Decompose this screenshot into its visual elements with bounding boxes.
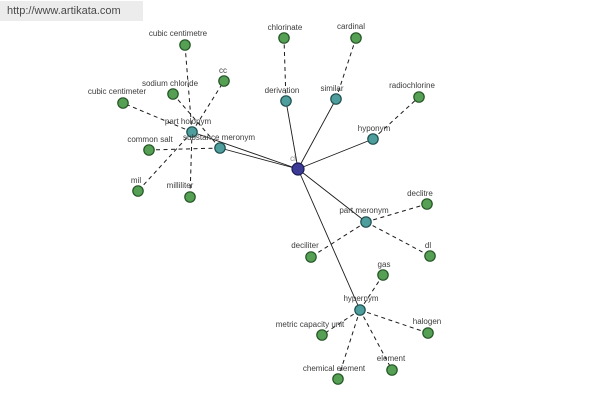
node-label-part-holonym: part holonym — [165, 117, 212, 126]
edge-solid-cl-hypernym — [297, 168, 361, 311]
node-label-sodium-chloride: sodium chloride — [142, 79, 199, 88]
node-part-meronym[interactable] — [360, 216, 372, 228]
edge-dashed-part-holonym-cubic-centimetre — [184, 44, 193, 133]
node-cubic-centimetre[interactable] — [179, 39, 191, 51]
node-label-deciliter: deciliter — [291, 241, 319, 250]
node-label-mil: mil — [131, 176, 141, 185]
node-milliliter[interactable] — [184, 191, 196, 203]
node-label-declitre: declitre — [407, 189, 433, 198]
node-halogen[interactable] — [422, 327, 434, 339]
node-label-similar: similar — [320, 84, 343, 93]
node-cubic-centimeter[interactable] — [117, 97, 129, 109]
url-bar: http://www.artikata.com — [0, 1, 143, 21]
node-label-chlorinate: chlorinate — [268, 23, 303, 32]
node-hypernym[interactable] — [354, 304, 366, 316]
node-chlorinate[interactable] — [278, 32, 290, 44]
node-label-cardinal: cardinal — [337, 22, 365, 31]
edge-solid-cl-derivation — [285, 100, 299, 170]
node-label-common-salt: common salt — [127, 135, 173, 144]
url-text: http://www.artikata.com — [7, 5, 121, 17]
edge-dashed-hypernym-metric-capacity-unit — [321, 309, 361, 336]
edge-dashed-part-meronym-deciliter — [310, 221, 367, 258]
node-derivation[interactable] — [280, 95, 292, 107]
node-label-gas: gas — [378, 260, 391, 269]
node-cl[interactable] — [291, 162, 305, 176]
edge-dashed-similar-cardinal — [335, 37, 357, 100]
node-label-radiochlorine: radiochlorine — [389, 81, 435, 90]
edge-solid-cl-substance-meronym — [219, 147, 299, 170]
edge-dashed-substance-meronym-common-salt — [148, 147, 221, 151]
node-common-salt[interactable] — [143, 144, 155, 156]
node-label-cubic-centimeter: cubic centimeter — [88, 87, 147, 96]
node-gas[interactable] — [377, 269, 389, 281]
node-label-element: element — [377, 354, 406, 363]
edge-dashed-hypernym-element — [359, 309, 393, 371]
node-part-holonym[interactable] — [186, 126, 198, 138]
edge-dashed-part-holonym-cc — [191, 80, 225, 133]
node-declitre[interactable] — [421, 198, 433, 210]
node-label-hyponym: hyponym — [358, 124, 391, 133]
edge-dashed-derivation-chlorinate — [283, 37, 287, 102]
node-hyponym[interactable] — [367, 133, 379, 145]
edge-dashed-part-holonym-cubic-centimeter — [122, 102, 193, 133]
node-label-cubic-centimetre: cubic centimetre — [149, 29, 208, 38]
edge-dashed-part-holonym-milliliter — [189, 131, 193, 198]
node-cardinal[interactable] — [350, 32, 362, 44]
node-label-metric-capacity-unit: metric capacity unit — [276, 320, 345, 329]
edge-solid-cl-part-holonym — [191, 131, 299, 170]
node-label-halogen: halogen — [413, 317, 441, 326]
node-dl[interactable] — [424, 250, 436, 262]
node-substance-meronym[interactable] — [214, 142, 226, 154]
node-label-cc: cc — [219, 66, 227, 75]
edge-solid-cl-part-meronym — [297, 168, 367, 223]
node-cc[interactable] — [218, 75, 230, 87]
node-label-hypernym: hypernym — [343, 294, 378, 303]
node-sodium-chloride[interactable] — [167, 88, 179, 100]
node-mil[interactable] — [132, 185, 144, 197]
node-chemical-element[interactable] — [332, 373, 344, 385]
edge-dashed-hyponym-radiochlorine — [372, 96, 420, 140]
edge-dashed-substance-meronym-sodium-chloride — [172, 93, 221, 149]
edge-dashed-hypernym-halogen — [359, 309, 429, 334]
node-label-dl: dl — [425, 241, 431, 250]
edge-dashed-part-meronym-declitre — [365, 203, 428, 223]
node-label-chemical-element: chemical element — [303, 364, 366, 373]
node-label-milliliter: milliliter — [167, 181, 194, 190]
node-element[interactable] — [386, 364, 398, 376]
node-radiochlorine[interactable] — [413, 91, 425, 103]
node-similar[interactable] — [330, 93, 342, 105]
edge-dashed-part-meronym-dl — [365, 221, 431, 257]
edge-dashed-hypernym-gas — [359, 274, 384, 311]
node-metric-capacity-unit[interactable] — [316, 329, 328, 341]
edge-dashed-hypernym-chemical-element — [337, 309, 361, 380]
edge-solid-cl-hyponym — [297, 138, 374, 170]
edge-solid-cl-similar — [297, 98, 337, 170]
node-label-derivation: derivation — [265, 86, 300, 95]
node-deciliter[interactable] — [305, 251, 317, 263]
edge-dashed-part-holonym-mil — [137, 131, 193, 192]
